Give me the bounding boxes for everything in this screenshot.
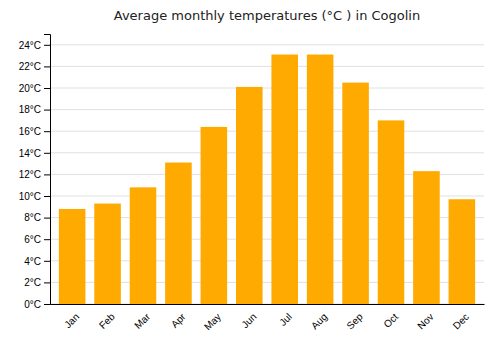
tick: 2°C xyxy=(24,277,50,288)
axis-line xyxy=(51,304,485,305)
tick-mark xyxy=(44,261,50,262)
bar xyxy=(342,83,369,304)
tick: Mar xyxy=(132,311,152,331)
tick-label: Mar xyxy=(132,311,152,331)
tick-mark xyxy=(44,174,50,175)
y-axis: 0°C 2°C 4°C 6°C 8°C 10°C 12°C 14°C 16°C 18°C 20°C 2… xyxy=(19,35,51,310)
tick-mark xyxy=(44,88,50,89)
x-axis: Jan Feb Mar Apr May Jun Jul Aug Sep Oct Nov Dec xyxy=(51,305,485,333)
tick: Sep xyxy=(344,311,365,332)
tick-label: 16°C xyxy=(19,126,41,137)
chart: 0°C 2°C 4°C 6°C 8°C 10°C 12°C 14°C 16°C 18°C 20°C 2… xyxy=(0,0,500,350)
tick: 10°C xyxy=(19,191,50,202)
bar xyxy=(307,55,334,304)
tick: 8°C xyxy=(24,212,50,223)
tick: Jan xyxy=(62,311,81,330)
tick-mark xyxy=(44,239,50,240)
bar xyxy=(449,199,476,304)
tick-mark xyxy=(44,45,50,46)
bar xyxy=(94,204,121,304)
tick-mark xyxy=(44,153,50,154)
tick-label: Jan xyxy=(62,311,81,330)
tick-label: 24°C xyxy=(19,40,41,51)
tick: 18°C xyxy=(19,104,50,115)
tick-label: May xyxy=(202,311,223,332)
bar xyxy=(165,163,192,304)
tick: 12°C xyxy=(19,169,50,180)
tick: 16°C xyxy=(19,126,50,137)
tick-mark xyxy=(44,66,50,67)
bar xyxy=(236,87,263,304)
tick: 20°C xyxy=(19,83,50,94)
tick-label: 18°C xyxy=(19,104,41,115)
bar xyxy=(201,127,228,304)
tick: 22°C xyxy=(19,61,50,72)
tick: Apr xyxy=(169,311,188,330)
tick-label: Jul xyxy=(277,311,294,328)
tick-label: 14°C xyxy=(19,148,41,159)
tick-mark xyxy=(44,131,50,132)
bar xyxy=(378,120,405,304)
tick: 24°C xyxy=(19,40,50,51)
grid-line xyxy=(50,66,484,67)
tick-label: 6°C xyxy=(24,234,41,245)
tick-label: Jun xyxy=(239,311,258,330)
grid-line xyxy=(50,152,484,153)
bars xyxy=(59,55,475,304)
plot: 0°C 2°C 4°C 6°C 8°C 10°C 12°C 14°C 16°C 18°C 20°C 2… xyxy=(19,35,485,333)
tick-label: 22°C xyxy=(19,61,41,72)
tick-label: Dec xyxy=(451,311,471,331)
grid-line xyxy=(50,44,484,45)
tick: 14°C xyxy=(19,148,50,159)
tick-mark xyxy=(44,110,50,111)
tick-label: Apr xyxy=(169,311,188,330)
tick: 0°C xyxy=(24,299,50,310)
tick-label: Nov xyxy=(415,311,435,331)
tick: Aug xyxy=(309,311,329,331)
bar xyxy=(59,209,86,304)
tick-label: 2°C xyxy=(24,277,41,288)
tick-mark xyxy=(44,196,50,197)
tick: Jun xyxy=(239,311,258,330)
tick: 6°C xyxy=(24,234,50,245)
tick: Feb xyxy=(97,311,117,331)
title: Average monthly temperatures (°C ) in Co… xyxy=(114,8,420,23)
tick: Dec xyxy=(451,311,471,331)
bar xyxy=(130,187,157,304)
tick-label: 8°C xyxy=(24,212,41,223)
grid-line xyxy=(50,88,484,89)
tick-label: 20°C xyxy=(19,83,41,94)
tick-label: Sep xyxy=(344,311,365,332)
grid-line xyxy=(50,109,484,110)
tick-label: 12°C xyxy=(19,169,41,180)
tick-label: 10°C xyxy=(19,191,41,202)
tick-mark xyxy=(44,304,50,305)
bar xyxy=(413,171,440,304)
tick-label: Feb xyxy=(97,311,117,331)
tick: 4°C xyxy=(24,256,50,267)
grid-line xyxy=(50,131,484,132)
tick: Oct xyxy=(381,311,400,330)
tick: Jul xyxy=(277,311,294,328)
tick-mark xyxy=(44,218,50,219)
bar xyxy=(271,55,298,304)
tick-label: 0°C xyxy=(24,299,41,310)
grid xyxy=(50,45,484,304)
tick: May xyxy=(202,311,223,332)
tick-label: Oct xyxy=(381,311,400,330)
tick-label: Aug xyxy=(309,311,329,331)
tick: Nov xyxy=(415,311,435,331)
tick-mark xyxy=(44,282,50,283)
tick-label: 4°C xyxy=(24,256,41,267)
axis-line xyxy=(44,35,51,305)
